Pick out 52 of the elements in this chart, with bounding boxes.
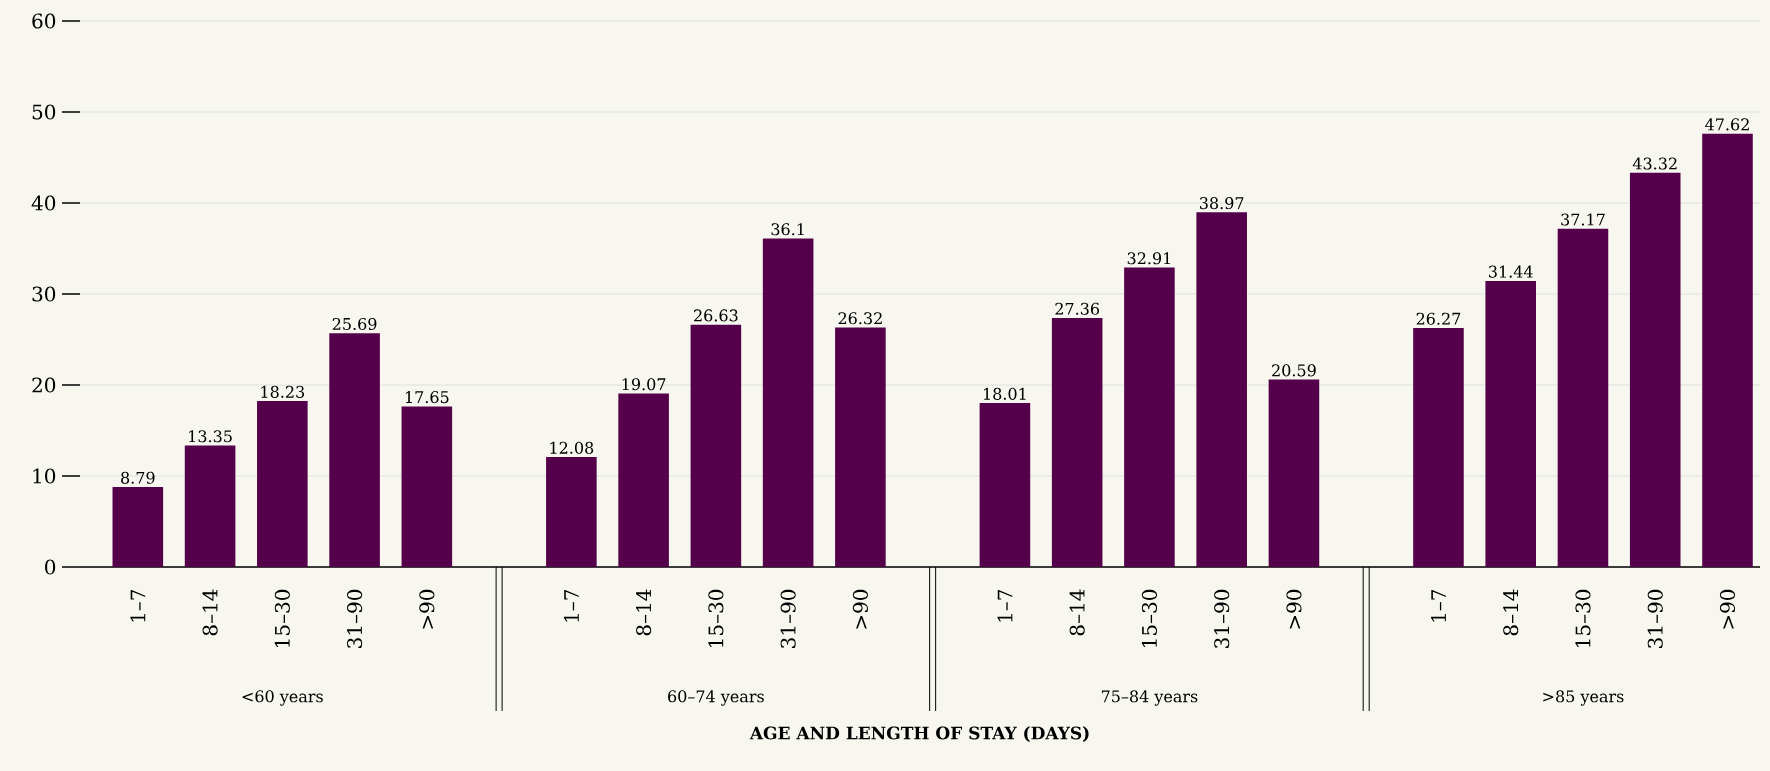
text: >85 years (1543, 690, 1624, 706)
data-label: 8.79 (121, 471, 155, 484)
x-tick-label: 31–90 (347, 589, 363, 648)
y-tick-label: 0 (45, 559, 56, 575)
x-tick-label: 1–7 (1431, 589, 1446, 622)
data-label: 37.17 (1561, 213, 1605, 226)
data-label: 31.44 (1489, 265, 1533, 278)
data-label: 32.91 (1127, 252, 1171, 265)
x-tick-label: 8–14 (202, 589, 218, 636)
text: <60 years (242, 690, 323, 706)
x-axis-title: AGE AND LENGTH OF STAY (DAYS) (749, 726, 1089, 742)
data-label: 26.63 (694, 309, 738, 322)
data-label: 26.27 (1416, 312, 1461, 325)
data-label: 43.32 (1632, 157, 1677, 170)
x-tick-label: 15–30 (1141, 589, 1157, 647)
y-tick-label: 20 (32, 377, 56, 393)
data-label: 25.69 (332, 317, 377, 331)
x-tick-label: 8–14 (1069, 589, 1085, 636)
x-tick-label: 15–30 (1575, 589, 1591, 647)
x-tick-label: >90 (419, 589, 435, 629)
x-tick-label: 15–30 (274, 589, 290, 647)
x-tick-label: 31–90 (780, 589, 796, 648)
y-tick-label: 40 (31, 195, 56, 211)
x-tick-label: 15–30 (708, 589, 724, 647)
data-label: 12.08 (550, 441, 594, 454)
data-label: 19.07 (622, 378, 666, 391)
x-tick-label: 1–7 (997, 589, 1013, 622)
data-label: 47.62 (1705, 118, 1749, 131)
x-tick-label: 1–7 (130, 589, 146, 622)
y-tick-label: 50 (32, 104, 56, 120)
x-tick-label: 31–90 (1214, 589, 1230, 648)
x-tick-label: 8–14 (1503, 589, 1519, 636)
text: 60–74 years (668, 690, 764, 706)
x-tick-label: 31–90 (1647, 589, 1663, 648)
data-label: 20.59 (1272, 364, 1316, 377)
data-label: 38.97 (1200, 197, 1244, 210)
data-label: 26.32 (838, 312, 882, 325)
y-tick-label: 60 (32, 13, 56, 29)
data-label: 18.23 (261, 385, 305, 398)
text: 75–84 years (1101, 690, 1198, 706)
data-label: 13.35 (189, 430, 232, 443)
data-label: 27.36 (1055, 302, 1100, 315)
x-tick-label: >90 (852, 589, 868, 629)
x-tick-label: >90 (1719, 589, 1736, 629)
x-tick-label: 8–14 (636, 589, 652, 636)
y-tick-label: 10 (33, 468, 56, 484)
x-tick-label: >90 (1286, 589, 1302, 629)
data-label: 18.01 (983, 387, 1026, 400)
y-tick-label: 30 (32, 286, 56, 302)
data-label: 17.65 (405, 391, 449, 404)
x-tick-label: 1–7 (563, 589, 579, 622)
data-label: 36.1 (771, 223, 804, 236)
